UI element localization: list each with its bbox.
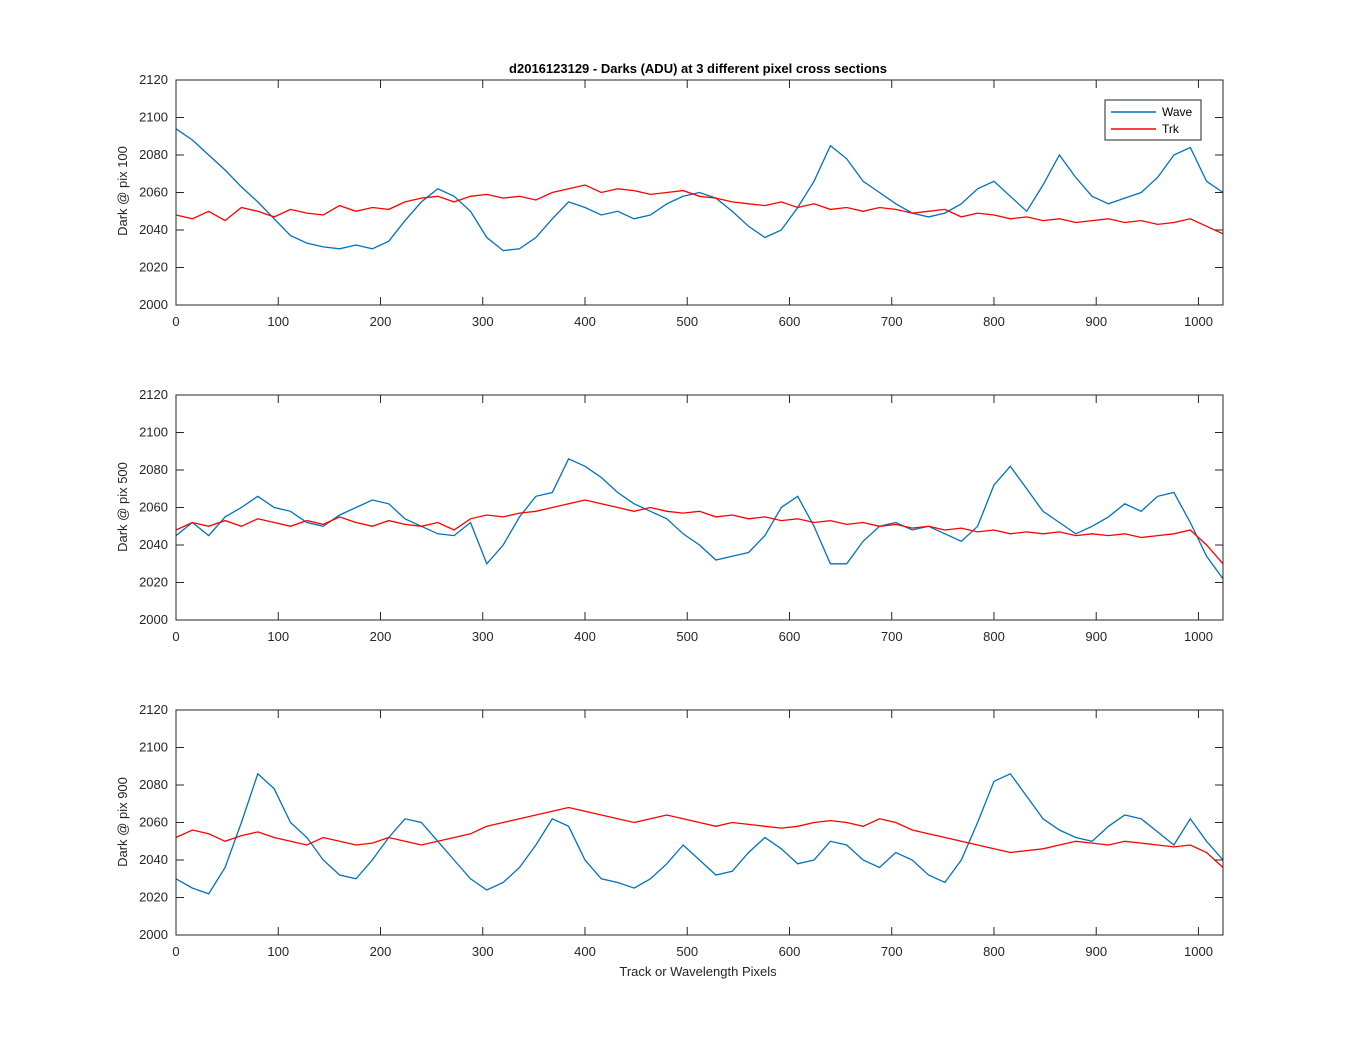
series-line-wave — [175, 128, 1224, 252]
x-tick-label: 1000 — [1184, 314, 1213, 329]
y-tick-label: 2020 — [139, 260, 168, 275]
x-tick-label: 500 — [676, 629, 698, 644]
y-tick-label: 2100 — [139, 740, 168, 755]
x-tick-label: 100 — [267, 944, 289, 959]
x-tick-label: 700 — [881, 629, 903, 644]
series-line-trk — [175, 184, 1224, 235]
series-line-wave — [175, 772, 1224, 895]
x-tick-label: 100 — [267, 629, 289, 644]
x-tick-label: 100 — [267, 314, 289, 329]
axes-1: Dark @ pix 100 0 100 200 300 400 500 600 700 800… — [115, 72, 1224, 329]
x-tick-label: 900 — [1085, 944, 1107, 959]
series-line-trk — [175, 499, 1224, 565]
y-tick-label: 2020 — [139, 890, 168, 905]
x-tick-label: 900 — [1085, 629, 1107, 644]
x-tick-label: 800 — [983, 629, 1005, 644]
axes-box — [175, 394, 1224, 621]
x-tick-label: 600 — [779, 944, 801, 959]
x-tick-label: 300 — [472, 944, 494, 959]
x-tick-label: 0 — [172, 944, 179, 959]
x-tick-label: 400 — [574, 629, 596, 644]
x-tick-label: 500 — [676, 944, 698, 959]
x-tick-label: 200 — [370, 314, 392, 329]
y-tick-label: 2080 — [139, 147, 168, 162]
y-tick-label: 2040 — [139, 222, 168, 237]
x-tick-label: 400 — [574, 314, 596, 329]
legend-label-wave: Wave — [1162, 105, 1193, 119]
ylabel-3: Dark @ pix 900 — [115, 777, 130, 867]
legend: Wave Trk — [1104, 99, 1202, 141]
y-tick-label: 2060 — [139, 500, 168, 515]
x-tick-label: 1000 — [1184, 944, 1213, 959]
x-tick-label: 0 — [172, 629, 179, 644]
y-tick-label: 2000 — [139, 612, 168, 627]
y-tick-label: 2100 — [139, 425, 168, 440]
x-tick-label: 800 — [983, 314, 1005, 329]
y-tick-label: 2080 — [139, 777, 168, 792]
series-line-wave — [175, 457, 1224, 580]
ylabel-1: Dark @ pix 100 — [115, 146, 130, 236]
x-tick-label: 700 — [881, 314, 903, 329]
y-tick-label: 2000 — [139, 927, 168, 942]
x-tick-label: 400 — [574, 944, 596, 959]
series-line-trk — [175, 806, 1224, 868]
y-tick-label: 2040 — [139, 852, 168, 867]
y-tick-label: 2040 — [139, 537, 168, 552]
y-tick-label: 2060 — [139, 185, 168, 200]
y-tick-label: 2080 — [139, 462, 168, 477]
x-tick-label: 900 — [1085, 314, 1107, 329]
ylabel-2: Dark @ pix 500 — [115, 462, 130, 552]
x-tick-label: 300 — [472, 629, 494, 644]
x-tick-label: 200 — [370, 629, 392, 644]
y-tick-label: 2120 — [139, 387, 168, 402]
xlabel-3: Track or Wavelength Pixels — [619, 964, 777, 979]
legend-label-trk: Trk — [1162, 122, 1180, 136]
y-tick-label: 2120 — [139, 702, 168, 717]
legend-box — [1104, 99, 1202, 141]
x-tick-label: 500 — [676, 314, 698, 329]
y-tick-label: 2020 — [139, 575, 168, 590]
x-tick-label: 200 — [370, 944, 392, 959]
y-tick-label: 2060 — [139, 815, 168, 830]
x-tick-label: 600 — [779, 629, 801, 644]
x-tick-label: 800 — [983, 944, 1005, 959]
x-tick-label: 300 — [472, 314, 494, 329]
x-tick-label: 700 — [881, 944, 903, 959]
y-tick-label: 2100 — [139, 110, 168, 125]
x-tick-label: 600 — [779, 314, 801, 329]
axes-3: Dark @ pix 900 Track or Wavelength Pixel… — [115, 702, 1224, 979]
chart-title: d2016123129 - Darks (ADU) at 3 different… — [509, 61, 887, 76]
x-tick-label: 1000 — [1184, 629, 1213, 644]
axes-2: Dark @ pix 500 0 100 200 300 400 500 600 700 800… — [115, 387, 1224, 644]
y-tick-label: 2000 — [139, 297, 168, 312]
y-tick-label: 2120 — [139, 72, 168, 87]
x-tick-label: 0 — [172, 314, 179, 329]
